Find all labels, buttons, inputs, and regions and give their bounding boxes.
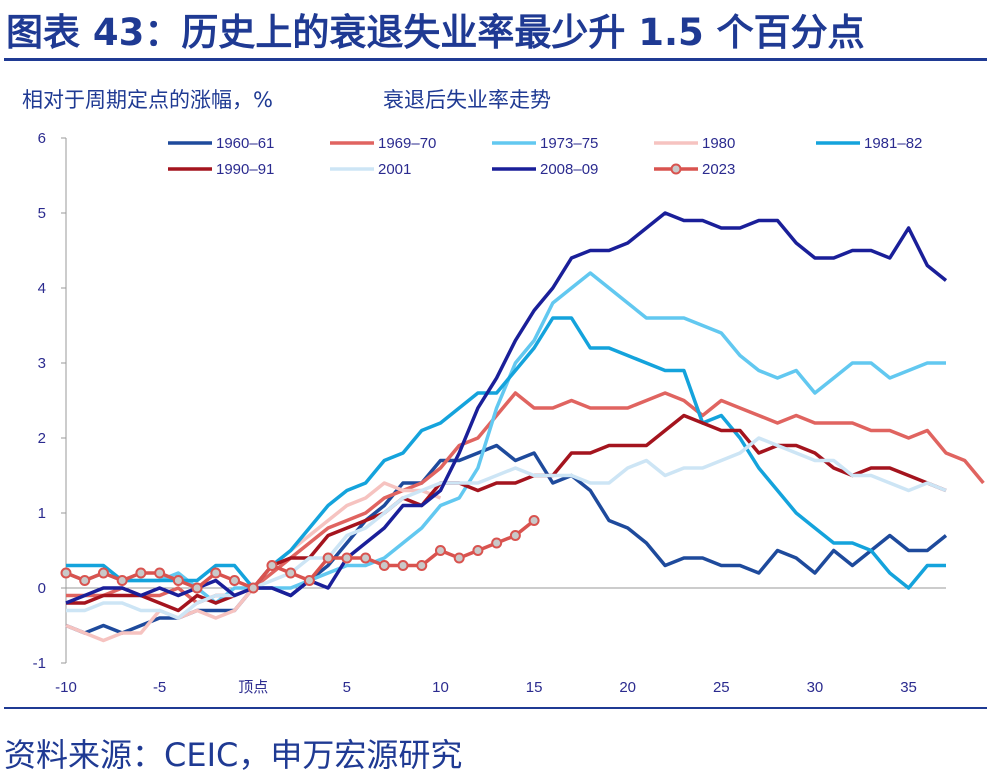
series-point xyxy=(247,582,259,594)
series-point xyxy=(191,582,203,594)
series-line xyxy=(65,271,946,605)
series-point xyxy=(378,560,390,571)
series-point xyxy=(79,575,91,586)
chart-subtitle: 衰退后失业率走势 xyxy=(383,88,551,112)
x-tick-label: -5 xyxy=(153,679,166,696)
source-note: 资料来源：CEIC，申万宏源研究 xyxy=(4,736,463,774)
y-tick-label: 4 xyxy=(38,280,46,297)
legend-label: 2008–09 xyxy=(540,161,598,178)
series-point xyxy=(97,567,109,579)
series-line xyxy=(66,436,947,620)
x-tick-label: 10 xyxy=(432,679,449,696)
series-line xyxy=(65,211,948,605)
series-point xyxy=(434,545,446,556)
series-point xyxy=(135,567,147,579)
y-tick-label: 2 xyxy=(38,430,46,447)
series-point xyxy=(60,567,72,579)
series-point xyxy=(303,575,315,586)
legend-label: 2001 xyxy=(378,161,411,178)
y-tick-label: 0 xyxy=(38,580,46,597)
series-line xyxy=(66,413,947,613)
x-tick-label: 顶点 xyxy=(238,679,268,696)
series-line xyxy=(66,391,985,605)
series-point xyxy=(491,537,503,549)
title-rule xyxy=(4,58,987,61)
legend-label: 2023 xyxy=(702,161,735,178)
legend-label: 1969–70 xyxy=(378,135,436,152)
figure-title: 图表 43：历史上的衰退失业率最少升 1.5 个百分点 xyxy=(6,11,865,54)
x-tick-label: 25 xyxy=(713,679,730,696)
chart-legend: 1960–61 1969–70 1973–75 1980 1981–82 1990–91 2… xyxy=(168,135,922,178)
series-point xyxy=(472,545,484,556)
series-point xyxy=(509,530,521,541)
series-line xyxy=(65,443,948,635)
y-tick-label: 5 xyxy=(38,205,46,222)
x-tick-label: 35 xyxy=(900,679,917,696)
series-point xyxy=(453,552,465,564)
x-tick-label: -10 xyxy=(55,679,77,696)
footer-rule xyxy=(4,707,987,709)
series-point xyxy=(172,575,184,586)
y-tick-label: 1 xyxy=(38,505,46,522)
series-lines xyxy=(60,211,985,643)
y-axis-label: 相对于周期定点的涨幅，% xyxy=(22,88,273,112)
legend-label: 1981–82 xyxy=(864,135,922,152)
series-line xyxy=(66,316,946,590)
legend-label: 1960–61 xyxy=(216,135,274,152)
x-tick-label: 5 xyxy=(343,679,351,696)
series-point xyxy=(229,575,241,586)
series-point xyxy=(397,560,409,571)
series-line xyxy=(65,519,536,590)
series-point xyxy=(154,567,166,579)
legend-label: 1990–91 xyxy=(216,161,274,178)
series-point xyxy=(360,552,372,564)
legend-label: 1980 xyxy=(702,135,735,152)
x-tick-label: 20 xyxy=(619,679,636,696)
x-tick-label: 30 xyxy=(807,679,824,696)
series-point xyxy=(322,552,334,564)
series-point xyxy=(210,567,222,579)
series-point xyxy=(528,515,540,526)
series-point xyxy=(416,560,428,571)
legend-marker xyxy=(670,163,682,175)
y-tick-label: -1 xyxy=(33,655,46,672)
series-point xyxy=(341,552,353,564)
x-tick-label: 15 xyxy=(526,679,543,696)
y-tick-label: 6 xyxy=(38,130,46,147)
y-tick-label: 3 xyxy=(38,355,46,372)
series-point xyxy=(116,575,128,586)
legend-label: 1973–75 xyxy=(540,135,598,152)
series-point xyxy=(266,560,278,571)
series-point xyxy=(285,567,297,579)
